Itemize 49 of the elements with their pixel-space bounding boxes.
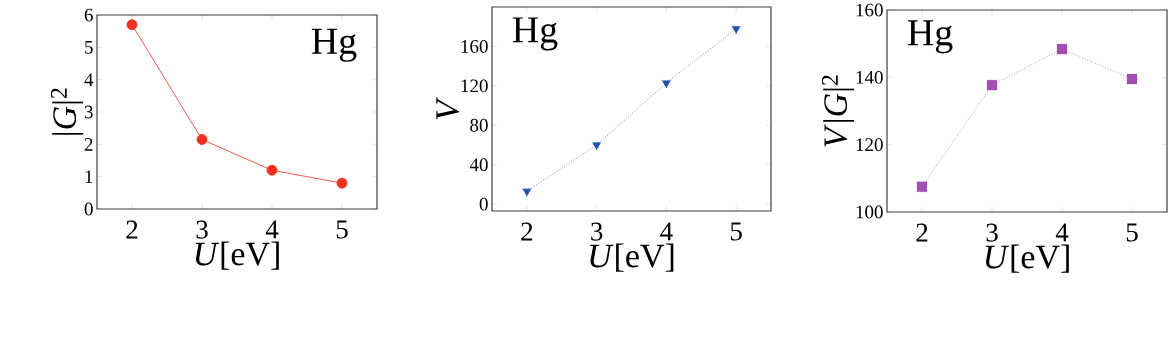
point	[916, 181, 928, 193]
point	[1126, 73, 1138, 85]
y-tick-label: 0	[84, 202, 93, 216]
y-tick-label: 4	[84, 73, 94, 86]
x-tick-label: 2	[521, 222, 533, 241]
x-axis-title: U[eV]	[590, 243, 674, 272]
x-tick-label: 5	[1126, 223, 1138, 242]
point	[731, 25, 741, 35]
y-tick-label: 80	[470, 118, 488, 132]
y-tick-label: 3	[84, 105, 93, 119]
y-tick-label: 100	[856, 205, 883, 219]
y-tick-label: 120	[461, 79, 488, 93]
y-tick-label: 0	[479, 197, 488, 211]
x-tick-label: 2	[126, 220, 138, 239]
y-tick-label: 40	[469, 158, 488, 172]
point	[591, 142, 602, 151]
point	[661, 79, 672, 89]
y-tick-label: 120	[856, 138, 883, 152]
y-axis-title: |G|$^{2}$	[50, 88, 84, 135]
y-tick-label: 160	[856, 3, 883, 17]
x-tick-label: 3	[196, 220, 208, 239]
x-tick-label: 5	[336, 220, 348, 239]
point	[196, 134, 208, 145]
annotation: Hg	[512, 17, 558, 51]
y-tick-label: 2	[84, 138, 93, 151]
annotation: Hg	[907, 20, 953, 54]
y-tick-label: 1	[85, 170, 93, 183]
x-axis-title: U[eV]	[195, 241, 279, 270]
y-tick-label: 160	[461, 40, 488, 53]
point	[986, 79, 998, 91]
x-axis-title: U[eV]	[985, 244, 1069, 273]
point	[126, 19, 138, 31]
y-axis-title: V|G|$^{2}$	[821, 75, 855, 147]
x-tick-label: 4	[265, 220, 279, 239]
x-tick-label: 5	[730, 222, 742, 241]
point	[522, 188, 532, 197]
x-tick-label: 3	[591, 222, 603, 241]
point	[266, 164, 278, 176]
x-tick-label: 3	[986, 223, 998, 242]
point	[1056, 43, 1068, 55]
x-tick-label: 4	[1055, 223, 1069, 242]
y-tick-label: 6	[84, 8, 93, 22]
y-axis-title: V	[436, 96, 460, 120]
y-tick-label: 5	[85, 41, 93, 54]
x-tick-label: 4	[660, 222, 673, 241]
point	[336, 177, 348, 189]
x-tick-label: 2	[916, 223, 928, 242]
annotation: Hg	[311, 28, 357, 62]
y-tick-label: 140	[856, 70, 883, 84]
